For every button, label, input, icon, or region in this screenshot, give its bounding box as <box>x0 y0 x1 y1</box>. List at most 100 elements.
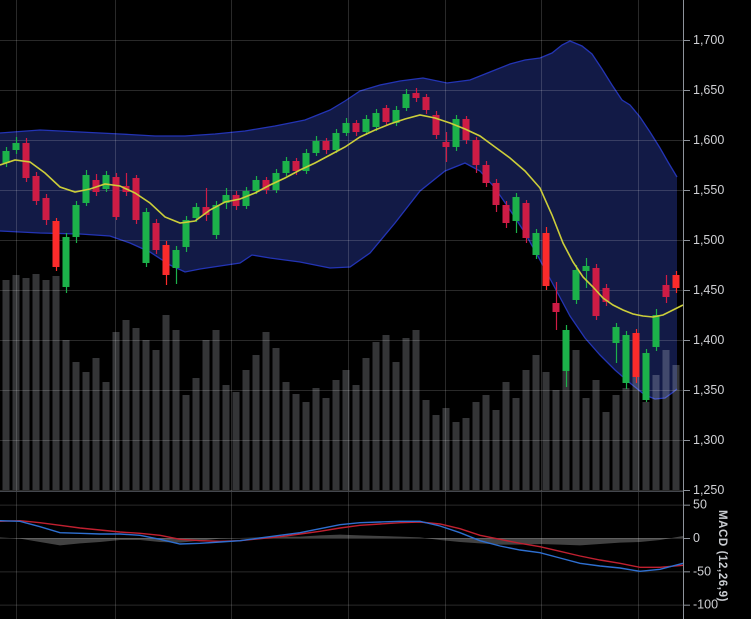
volume-bar <box>592 380 600 490</box>
volume-bar <box>252 355 260 490</box>
candle-body <box>652 315 660 347</box>
volume-bar <box>232 392 240 490</box>
volume-bar <box>492 410 500 490</box>
candle-body <box>292 161 300 171</box>
candle-body <box>542 233 550 286</box>
volume-bar <box>512 398 520 490</box>
price-axis-label: 1,400 <box>693 333 724 347</box>
gridline-layer <box>0 0 683 619</box>
volume-bar <box>102 382 110 490</box>
volume-bar <box>202 340 210 490</box>
volume-bar <box>622 388 630 490</box>
bollinger-band-layer <box>0 40 678 400</box>
volume-bar <box>392 362 400 490</box>
candle-body <box>152 223 160 250</box>
bollinger-lower-line <box>0 162 678 400</box>
volume-bar <box>372 342 380 490</box>
macd-axis-label: -50 <box>693 564 711 578</box>
price-axis-label: 1,350 <box>693 383 724 397</box>
candle-body <box>322 141 330 150</box>
volume-bar <box>502 382 510 490</box>
volume-bar <box>542 372 550 490</box>
volume-layer <box>2 274 680 490</box>
macd-histogram-area <box>0 534 683 546</box>
candle-body <box>612 327 620 343</box>
volume-bar <box>62 340 70 490</box>
candle-body <box>622 335 630 383</box>
candle-body <box>602 288 610 302</box>
candle-body <box>72 205 80 237</box>
candle-body <box>282 161 290 173</box>
volume-bar <box>532 355 540 490</box>
chart-layers: 1,700 1,650 1,600 1,550 1,500 1,450 1,400 1,350… <box>0 0 724 619</box>
candle-body <box>572 270 580 300</box>
price-axis-label: 1,650 <box>693 83 724 97</box>
candle-body <box>262 180 270 190</box>
volume-bar <box>632 360 640 490</box>
volume-bar <box>52 276 60 490</box>
candle-body <box>362 119 370 132</box>
candle-body <box>512 197 520 221</box>
volume-bar <box>342 370 350 490</box>
candle-body <box>192 207 200 218</box>
candle-body <box>162 245 170 275</box>
volume-bar <box>482 395 490 490</box>
volume-bar <box>92 358 100 490</box>
candle-body <box>392 110 400 123</box>
volume-bar <box>302 402 310 490</box>
macd-axis-label: -100 <box>693 598 718 612</box>
volume-bar <box>452 422 460 490</box>
candle-body <box>452 119 460 147</box>
candle-body <box>332 133 340 150</box>
volume-bar <box>262 332 270 490</box>
price-axis-label: 1,600 <box>693 133 724 147</box>
volume-bar <box>312 388 320 490</box>
volume-bar <box>142 340 150 490</box>
candle-body <box>582 266 590 271</box>
price-axis-label: 1,250 <box>693 483 724 497</box>
candle-body <box>132 178 140 220</box>
volume-bar <box>642 402 650 490</box>
candle-body <box>562 330 570 371</box>
candle-body <box>382 108 390 122</box>
candle-body <box>632 333 640 377</box>
candle-body <box>672 275 680 288</box>
price-axis-label: 1,700 <box>693 33 724 47</box>
volume-bar <box>32 274 40 490</box>
volume-bar <box>522 370 530 490</box>
volume-bar <box>132 328 140 490</box>
moving-average-line <box>0 114 684 318</box>
candle-body <box>472 140 480 165</box>
candle-body <box>102 175 110 189</box>
volume-bar <box>2 280 10 490</box>
candle-body <box>142 212 150 263</box>
volume-bar <box>292 394 300 490</box>
volume-bar <box>472 402 480 490</box>
candle-body <box>252 180 260 191</box>
volume-bar <box>322 398 330 490</box>
volume-bar <box>242 370 250 490</box>
price-axis-label: 1,450 <box>693 283 724 297</box>
volume-bar <box>222 385 230 490</box>
candle-body <box>32 176 40 201</box>
macd-axis-label: 50 <box>693 498 707 512</box>
candle-body <box>412 93 420 98</box>
volume-bar <box>442 408 450 490</box>
volume-bar <box>652 375 660 490</box>
volume-bar <box>412 330 420 490</box>
volume-bar <box>72 362 80 490</box>
volume-bar <box>662 350 670 490</box>
candles-layer <box>2 88 680 402</box>
candle-body <box>372 113 380 127</box>
candle-body <box>242 191 250 206</box>
volume-bar <box>112 332 120 490</box>
volume-bar <box>332 380 340 490</box>
volume-bar <box>462 418 470 490</box>
candle-body <box>342 123 350 133</box>
candle-body <box>502 205 510 223</box>
price-axis-label: 1,300 <box>693 433 724 447</box>
candle-body <box>52 221 60 267</box>
volume-bar <box>582 398 590 490</box>
volume-bar <box>172 330 180 490</box>
